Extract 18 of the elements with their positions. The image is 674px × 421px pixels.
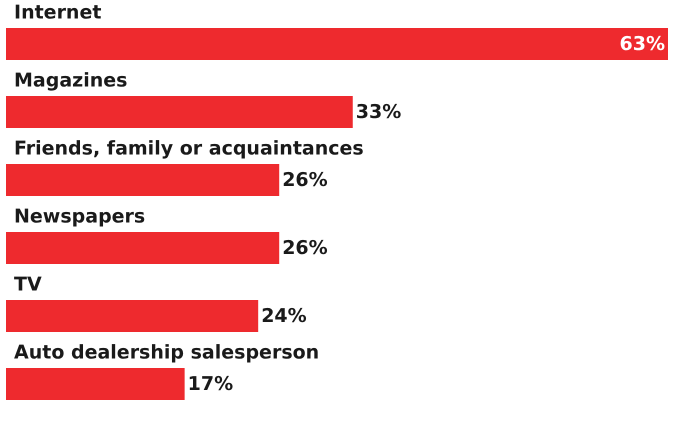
bar [6, 164, 280, 196]
data-label: 26% [282, 237, 328, 259]
bar [6, 368, 185, 400]
y-tick-label: Friends, family or acquaintances [14, 138, 364, 160]
bar [6, 300, 258, 332]
y-tick-label: Internet [14, 2, 102, 24]
data-label: 33% [356, 101, 402, 123]
y-tick-label: Newspapers [14, 206, 146, 228]
data-label: 17% [188, 373, 234, 395]
y-tick-label: TV [14, 274, 42, 296]
data-label: 24% [261, 305, 307, 327]
y-tick-label: Auto dealership salesperson [14, 342, 320, 364]
data-label: 63% [620, 33, 665, 55]
bar [6, 28, 668, 60]
y-tick-label: Magazines [14, 70, 128, 92]
bar [6, 96, 353, 128]
data-label: 26% [282, 169, 328, 191]
bar [6, 232, 280, 264]
